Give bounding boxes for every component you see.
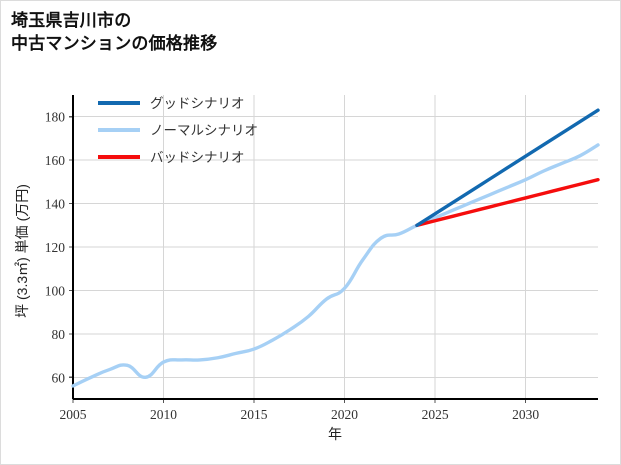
y-tick-label: 60 [52, 370, 66, 385]
x-tick-label: 2010 [150, 407, 177, 422]
y-tick-label: 80 [52, 327, 66, 342]
axis-lines-group [71, 95, 598, 401]
x-tick-label: 2015 [241, 407, 268, 422]
series-line-バッドシナリオ [415, 177, 600, 227]
series-line-ノーマルシナリオ [71, 143, 600, 388]
y-tick-label: 180 [45, 110, 66, 125]
legend-label-1: ノーマルシナリオ [150, 123, 258, 138]
y-tick-label: 160 [45, 153, 66, 168]
y-axis-title: 坪 (3.3㎡) 単価 (万円) [14, 184, 30, 318]
gridlines-group [72, 95, 598, 399]
legend-label-0: グッドシナリオ [150, 96, 245, 111]
y-axis-tick-labels: 60 80 100 120 140 160 180 [45, 110, 66, 386]
x-axis-title: 年 [328, 426, 342, 442]
series-line-グッドシナリオ [415, 108, 600, 227]
legend-label-2: バッドシナリオ [150, 150, 245, 165]
data-series-group [71, 108, 600, 388]
x-axis-tick-labels: 2005 2010 2015 2020 2025 2030 [60, 407, 540, 422]
page-title: 埼玉県吉川市の 中古マンションの価格推移 [11, 11, 218, 54]
x-tick-label: 2005 [60, 407, 87, 422]
y-tick-label: 120 [45, 240, 66, 255]
y-tick-label: 100 [45, 283, 66, 298]
x-tick-label: 2020 [331, 407, 358, 422]
y-tick-label: 140 [45, 197, 66, 212]
x-tick-label: 2030 [512, 407, 539, 422]
x-tick-label: 2025 [422, 407, 449, 422]
